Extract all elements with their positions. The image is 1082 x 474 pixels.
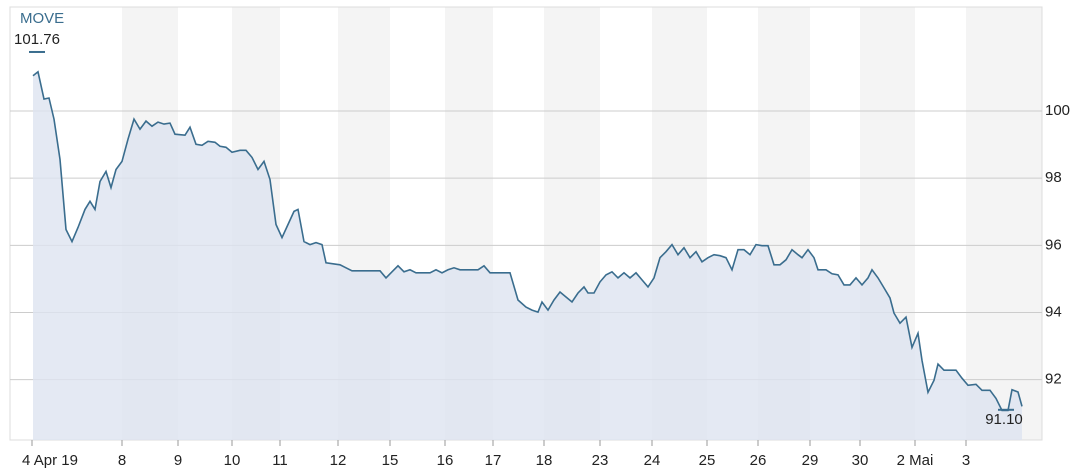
y-tick-label: 92	[1045, 371, 1062, 388]
y-tick-label: 100	[1045, 102, 1070, 119]
x-tick-label: 3	[962, 452, 970, 469]
y-tick-label: 94	[1045, 303, 1062, 320]
x-tick-label: 15	[382, 452, 399, 469]
min-label: 91.10	[985, 411, 1023, 428]
x-tick-label: 24	[644, 452, 661, 469]
x-tick-label: 10	[224, 452, 241, 469]
day-band	[966, 7, 1042, 440]
max-label: 101.76	[14, 31, 60, 48]
x-tick-label: 25	[699, 452, 716, 469]
x-tick-label: 4 Apr 19	[22, 452, 78, 469]
x-tick-label: 23	[592, 452, 609, 469]
line	[32, 70, 1023, 412]
x-tick-label: 29	[802, 452, 819, 469]
y-tick-label: 98	[1045, 169, 1062, 186]
area	[33, 71, 1022, 441]
x-tick-label: 2 Mai	[897, 452, 934, 469]
x-tick-label: 11	[272, 452, 288, 469]
x-tick-label: 12	[330, 452, 347, 469]
x-tick-label: 18	[536, 452, 553, 469]
x-tick-label: 30	[852, 452, 869, 469]
x-tick-label: 26	[750, 452, 767, 469]
x-tick-label: 9	[174, 452, 182, 469]
y-tick-label: 96	[1045, 236, 1062, 253]
chart-title: MOVE	[20, 10, 64, 27]
x-tick-label: 17	[485, 452, 502, 469]
x-tick-label: 8	[118, 452, 126, 469]
x-tick-label: 16	[437, 452, 454, 469]
